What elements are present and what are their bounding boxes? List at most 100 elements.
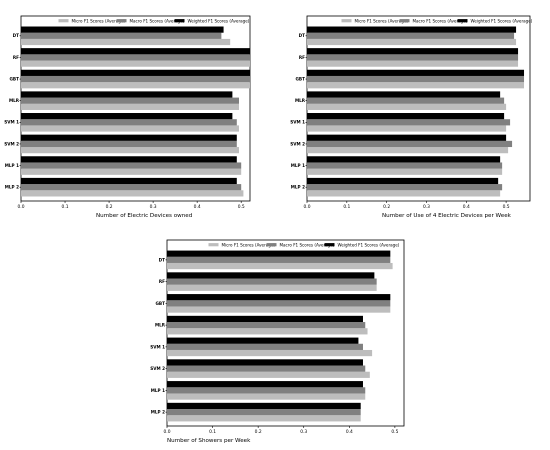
category-label: MLP 2 bbox=[151, 410, 165, 415]
bar-rf-series-1 bbox=[307, 60, 519, 67]
bar-rf-series-2 bbox=[21, 54, 250, 61]
bar-svm-2-series-1 bbox=[21, 147, 239, 154]
bar-svm-1-series-3 bbox=[21, 113, 233, 120]
category-label: SVM 2 bbox=[150, 366, 165, 371]
bar-svm-1-series-1 bbox=[21, 125, 239, 132]
x-tick-label: 0.2 bbox=[106, 204, 113, 210]
chart-panel-2: Micro F1 Scores (Average) Macro F1 Scores… bbox=[290, 15, 533, 219]
x-tick-label: 0.0 bbox=[164, 429, 171, 435]
category-label: MLR bbox=[155, 323, 166, 328]
legend-label-1: Micro F1 Scores (Average) bbox=[355, 18, 409, 23]
bar-mlp-2-series-1 bbox=[167, 415, 361, 422]
x-tick-label: 0.3 bbox=[300, 429, 307, 435]
bar-mlr-series-2 bbox=[307, 97, 505, 104]
x-tick-label: 0.4 bbox=[346, 429, 353, 435]
x-tick-label: 0.2 bbox=[255, 429, 262, 435]
bar-dt-series-3 bbox=[307, 26, 517, 33]
bar-dt-series-3 bbox=[21, 26, 224, 33]
bar-rf-series-3 bbox=[167, 272, 375, 279]
legend-swatch-1 bbox=[208, 243, 219, 247]
category-label: RF bbox=[159, 279, 165, 284]
x-tick-label: 0.0 bbox=[18, 204, 25, 210]
bar-svm-1-series-1 bbox=[167, 349, 373, 357]
category-label: MLP 1 bbox=[291, 163, 305, 168]
bar-mlp-1-series-1 bbox=[167, 393, 366, 400]
x-tick-label: 0.3 bbox=[150, 204, 157, 210]
bar-mlr-series-3 bbox=[167, 315, 363, 323]
legend-label-2: Macro F1 Scores (Average) bbox=[413, 18, 468, 23]
bar-svm-1-series-2 bbox=[307, 119, 511, 126]
x-axis-title: Number of Electric Devices owned bbox=[96, 213, 193, 219]
bar-mlr-series-1 bbox=[307, 103, 507, 110]
x-tick-label: 0.1 bbox=[62, 204, 69, 210]
bar-mlr-series-2 bbox=[167, 322, 366, 329]
bar-rf-series-2 bbox=[167, 278, 377, 285]
category-label: DT bbox=[13, 33, 19, 38]
category-label: MLP 2 bbox=[291, 185, 305, 190]
legend-swatch-1 bbox=[341, 19, 352, 23]
chart-panel-3: Micro F1 Scores (Average) Macro F1 Scores… bbox=[150, 239, 405, 444]
bar-dt-series-1 bbox=[21, 38, 231, 46]
bar-gbt-series-3 bbox=[167, 294, 391, 301]
bar-mlr-series-3 bbox=[307, 91, 501, 98]
bar-mlp-2-series-3 bbox=[21, 177, 237, 185]
bar-mlr-series-3 bbox=[21, 91, 233, 98]
bar-mlp-2-series-1 bbox=[307, 190, 501, 197]
x-tick-label: 0.4 bbox=[463, 204, 470, 210]
bar-mlp-2-series-1 bbox=[21, 190, 244, 197]
x-tick-label: 0.1 bbox=[343, 204, 350, 210]
legend-label-3: Weighted F1 Scores (Average) bbox=[471, 18, 533, 23]
bar-mlp-1-series-2 bbox=[307, 162, 503, 169]
category-label: DT bbox=[299, 33, 305, 38]
legend-label-1: Micro F1 Scores (Average) bbox=[222, 242, 276, 247]
x-tick-label: 0.0 bbox=[304, 204, 311, 210]
bar-svm-1-series-1 bbox=[307, 125, 507, 132]
category-label: RF bbox=[13, 55, 19, 60]
bar-rf-series-1 bbox=[167, 284, 377, 291]
legend-swatch-2 bbox=[266, 243, 277, 247]
bar-mlr-series-2 bbox=[21, 97, 239, 104]
legend-label-2: Macro F1 Scores (Average) bbox=[280, 242, 335, 247]
x-tick-label: 0.4 bbox=[194, 204, 201, 210]
bar-mlp-1-series-1 bbox=[307, 168, 503, 175]
bar-mlp-2-series-3 bbox=[167, 402, 361, 410]
bar-svm-2-series-2 bbox=[167, 365, 366, 372]
x-tick-label: 0.1 bbox=[209, 429, 216, 435]
bar-gbt-series-2 bbox=[307, 75, 525, 83]
category-label: SVM 1 bbox=[4, 120, 19, 125]
x-tick-label: 0.3 bbox=[423, 204, 430, 210]
category-label: GBT bbox=[296, 76, 306, 81]
legend-label-2: Macro F1 Scores (Average) bbox=[130, 18, 185, 23]
bar-dt-series-1 bbox=[167, 262, 393, 270]
x-axis-title: Number of Showers per Week bbox=[167, 438, 251, 444]
bar-gbt-series-2 bbox=[21, 75, 250, 83]
category-label: SVM 2 bbox=[290, 141, 305, 146]
bar-rf-series-3 bbox=[21, 48, 250, 55]
chart-panel-1: Micro F1 Scores (Average) Macro F1 Scores… bbox=[4, 15, 251, 219]
bar-dt-series-2 bbox=[21, 32, 222, 39]
category-label: MLR bbox=[295, 98, 306, 103]
category-label: MLP 1 bbox=[151, 388, 165, 393]
bar-mlr-series-1 bbox=[167, 328, 368, 335]
bar-svm-2-series-1 bbox=[167, 371, 370, 378]
bar-dt-series-2 bbox=[307, 32, 515, 39]
category-label: SVM 2 bbox=[4, 141, 19, 146]
bar-mlp-2-series-2 bbox=[307, 184, 503, 191]
x-tick-label: 0.5 bbox=[238, 204, 245, 210]
bar-svm-2-series-2 bbox=[307, 140, 513, 148]
legend-swatch-3 bbox=[174, 19, 185, 23]
legend-swatch-3 bbox=[457, 19, 468, 23]
bar-gbt-series-3 bbox=[21, 69, 250, 76]
legend-label-1: Micro F1 Scores (Average) bbox=[72, 18, 126, 23]
bar-rf-series-1 bbox=[21, 60, 250, 67]
bar-dt-series-1 bbox=[307, 38, 517, 46]
bar-gbt-series-1 bbox=[21, 82, 250, 89]
bar-svm-2-series-3 bbox=[307, 134, 507, 141]
legend-swatch-3 bbox=[324, 243, 335, 247]
bar-mlp-1-series-3 bbox=[307, 156, 501, 163]
bar-svm-2-series-3 bbox=[21, 134, 237, 141]
bar-mlp-1-series-3 bbox=[167, 381, 363, 388]
category-label: DT bbox=[159, 257, 165, 262]
bar-svm-1-series-3 bbox=[167, 337, 359, 344]
